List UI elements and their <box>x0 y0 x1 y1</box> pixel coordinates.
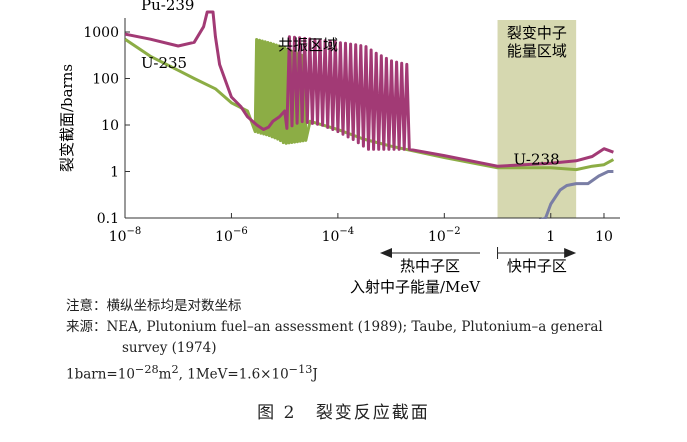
series-label-u-235: U-235 <box>141 54 187 72</box>
note-log-scale: 注意：横纵坐标均是对数坐标 <box>66 298 242 314</box>
figure-notes: 注意：横纵坐标均是对数坐标 来源：NEA, Plutonium fuel–an … <box>66 296 603 386</box>
fission-band-label-line1: 裂变中子 <box>507 24 567 42</box>
resonance-region-label: 共振区域 <box>278 36 338 54</box>
chart-series-labels: U-238 U-235 Pu-239 <box>141 0 560 169</box>
unit-mev-text: , 1MeV=1.6×10 <box>178 366 289 383</box>
y-tick-label: 1 <box>110 164 119 180</box>
x-tick-label: 10 <box>595 229 613 245</box>
figure-title: 裂变反应截面 <box>315 403 430 423</box>
thermal-arrow-head <box>380 248 392 258</box>
y-tick-label: 10 <box>101 118 119 134</box>
x-tick-label: 10−8 <box>109 226 142 245</box>
chart-series-lines <box>125 10 615 219</box>
series-line-u-238 <box>538 170 614 219</box>
chart-axes: 1000 100 10 1 0.110−8 10−6 10−4 10−2 1 10 <box>83 18 620 245</box>
unit-mev-exp: −13 <box>288 363 313 376</box>
x-axis-label: 入射中子能量/MeV <box>350 278 481 296</box>
x-tick-label: 10−6 <box>215 226 248 245</box>
figure-caption: 图 2 裂变反应截面 <box>0 398 687 423</box>
thermal-region-label: 热中子区 <box>400 257 460 275</box>
unit-barn-exp2: 2 <box>171 363 179 376</box>
unit-barn-text: 1barn=10 <box>66 366 135 383</box>
unit-mev-j: J <box>312 366 318 383</box>
y-tick-label: 1000 <box>83 25 119 41</box>
x-tick-label: 1 <box>546 229 555 245</box>
note-units: 1barn=10−28m2, 1MeV=1.6×10−13J <box>66 359 603 386</box>
fission-energy-band <box>497 20 577 218</box>
series-label-pu-239: Pu-239 <box>141 0 194 14</box>
unit-barn-m: m <box>158 366 172 383</box>
x-tick-label: 10−2 <box>428 226 461 245</box>
note-source: 来源：NEA, Plutonium fuel–an assessment (19… <box>66 319 603 335</box>
fast-region-label: 快中子区 <box>507 257 567 275</box>
figure-number: 图 2 <box>257 403 297 423</box>
unit-barn-exp: −28 <box>134 363 159 376</box>
x-tick-label: 10−4 <box>322 226 355 245</box>
y-axis-label: 裂变截面/barns <box>58 64 76 172</box>
fission-band-label-line2: 能量区域 <box>507 42 567 60</box>
series-line-pu-239 <box>125 10 614 168</box>
y-tick-label: 100 <box>92 71 119 87</box>
series-label-u-238: U-238 <box>514 151 560 169</box>
fast-arrow-head <box>564 248 577 258</box>
y-tick-label: 0.1 <box>97 211 119 227</box>
energy-region-arrows: 热中子区 快中子区 <box>380 247 577 275</box>
note-source-cont: survey (1974) <box>122 340 217 356</box>
